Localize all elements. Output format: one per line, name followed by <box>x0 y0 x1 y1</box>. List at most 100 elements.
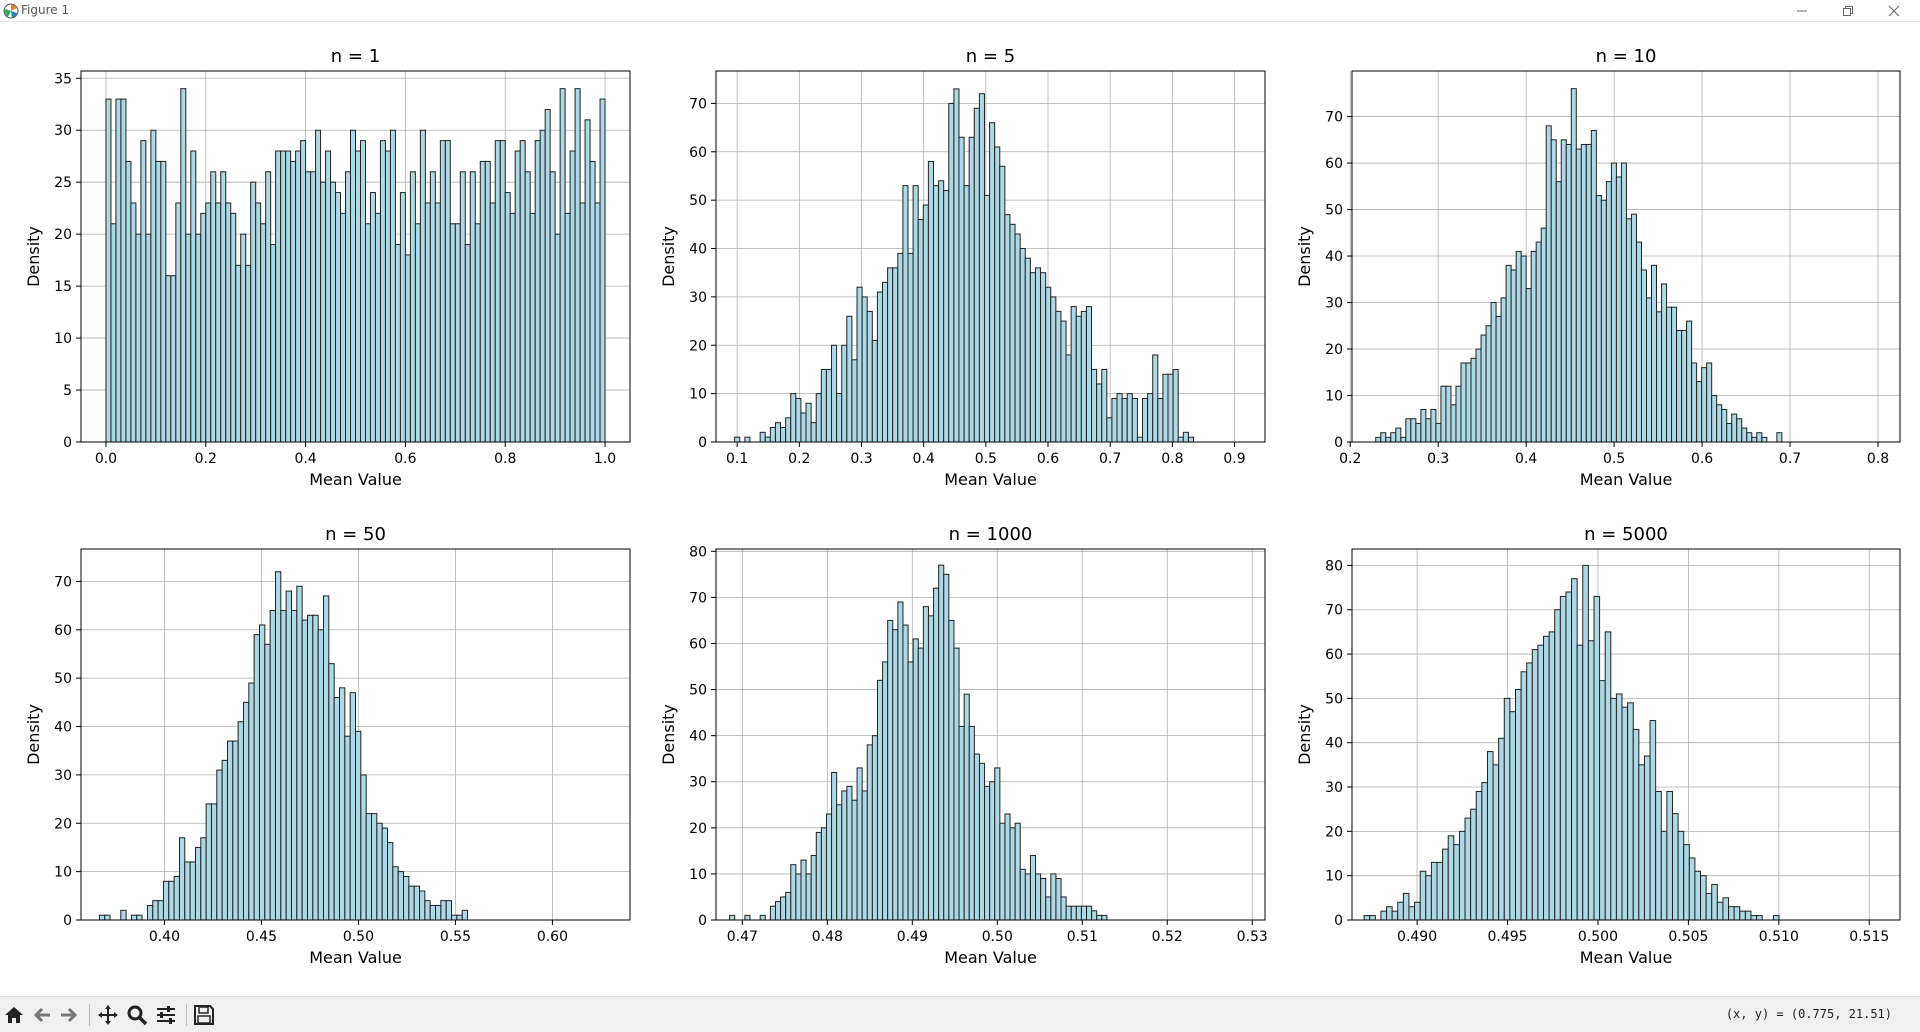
histogram-bar <box>825 813 833 921</box>
histogram-bar <box>1024 873 1031 921</box>
histogram-bar <box>1600 199 1607 443</box>
back-button[interactable] <box>29 1002 55 1028</box>
subplot-title: n = 1000 <box>949 524 1033 545</box>
y-tick-label: 40 <box>689 242 707 258</box>
zoom-button[interactable] <box>124 1002 150 1028</box>
histogram-bar <box>1559 595 1567 921</box>
minimize-button[interactable] <box>1779 0 1825 22</box>
y-tick-label: 60 <box>1325 156 1343 172</box>
y-tick-label: 20 <box>689 338 707 354</box>
histogram-bar <box>155 160 162 443</box>
histogram-bar <box>1560 139 1567 443</box>
save-button[interactable] <box>191 1002 217 1028</box>
histogram-bar <box>1450 404 1457 443</box>
histogram-bar <box>215 202 222 443</box>
y-tick-label: 40 <box>689 729 707 745</box>
histogram-bar <box>744 914 751 921</box>
histogram-bar <box>1397 901 1404 921</box>
histogram-bar <box>892 629 899 921</box>
axes-frame <box>1351 548 1901 921</box>
histogram-bar <box>1593 595 1601 921</box>
histogram-bar <box>376 822 383 921</box>
y-tick-label: 15 <box>54 279 72 295</box>
histogram-bar <box>1085 306 1093 443</box>
histogram-bar <box>1390 432 1397 443</box>
histogram-bar <box>264 643 271 921</box>
histogram-bar <box>317 629 324 921</box>
histogram-bar <box>810 854 817 921</box>
histogram-bar <box>1096 383 1103 443</box>
y-tick-label: 80 <box>689 544 707 560</box>
histogram-bar <box>912 638 919 921</box>
x-tick-label: 1.0 <box>594 451 616 467</box>
histogram-bar <box>301 619 308 921</box>
histogram-bar <box>1726 422 1733 443</box>
histogram-bar <box>831 772 838 921</box>
histogram-bar <box>445 900 453 921</box>
histogram-bar <box>1470 808 1477 921</box>
histogram-bar <box>953 88 960 443</box>
histogram-bar <box>559 88 566 443</box>
histogram-bar <box>1440 385 1447 443</box>
histogram-bar <box>1526 662 1533 921</box>
configure-subplots-button[interactable] <box>153 1002 179 1028</box>
histogram-bar <box>907 252 914 443</box>
pan-button[interactable] <box>95 1002 121 1028</box>
restore-button[interactable] <box>1825 0 1871 22</box>
close-button[interactable] <box>1871 0 1917 22</box>
histogram-bar <box>1510 269 1517 443</box>
x-tick-label: 0.505 <box>1668 929 1708 945</box>
histogram-bar <box>800 859 807 921</box>
histogram-bar <box>1060 320 1067 443</box>
forward-button[interactable] <box>56 1002 82 1028</box>
histogram-bar <box>1167 373 1174 443</box>
histogram-bar <box>584 119 591 443</box>
histogram-bar <box>1514 689 1522 921</box>
histogram-bar <box>225 202 232 443</box>
histogram-bar <box>1605 181 1612 443</box>
histogram-bar <box>759 914 766 921</box>
y-tick-label: 70 <box>1325 603 1343 619</box>
histogram-bar <box>1610 162 1617 443</box>
histogram-bar <box>310 171 317 443</box>
y-tick-label: 60 <box>54 623 72 639</box>
histogram-bar <box>1722 897 1730 921</box>
figure-canvas[interactable]: 0.0 0.2 0.4 0.6 0.8 1.0 0 5 10 15 20 25 30 35 n = 1 Mea… <box>0 22 1920 996</box>
histogram-bar <box>1677 830 1685 921</box>
histogram-bar <box>274 571 282 921</box>
histogram-bar <box>841 790 848 921</box>
histogram-bar <box>1570 88 1577 443</box>
histogram-bar <box>744 436 751 443</box>
histogram-bar <box>932 185 940 443</box>
histogram-bar <box>1587 640 1595 921</box>
histogram-bar <box>345 171 352 443</box>
histogram-bar <box>165 275 172 443</box>
histogram-bar <box>1537 644 1545 921</box>
histogram-bar <box>240 233 247 443</box>
histogram-bar <box>135 233 142 443</box>
histogram-bar <box>887 619 894 921</box>
home-button[interactable] <box>1 1002 27 1028</box>
histogram-bar <box>456 914 463 921</box>
histogram-bar <box>1655 790 1662 921</box>
histogram-bar <box>1625 218 1632 443</box>
histogram-bar <box>1131 397 1138 443</box>
histogram-bar <box>810 422 817 443</box>
y-tick-label: 20 <box>54 227 72 243</box>
histogram-bar <box>897 252 904 443</box>
histogram-bar <box>917 218 924 443</box>
cursor-coordinates: (x, y) = (0.775, 21.51) <box>1725 1007 1892 1021</box>
histogram-bar <box>795 873 802 921</box>
histogram-bar <box>1671 306 1678 443</box>
y-tick-label: 30 <box>54 768 72 784</box>
histogram-bar <box>315 129 322 443</box>
histogram-bar <box>504 192 511 443</box>
histogram-bar <box>866 310 873 443</box>
histogram-bar <box>1610 697 1617 921</box>
histogram-bar <box>1582 564 1589 921</box>
histogram-bar <box>1599 680 1606 921</box>
histogram-bar <box>1649 720 1657 921</box>
histogram-bar <box>384 150 391 443</box>
histogram-bar <box>220 171 227 443</box>
window-titlebar: Figure 1 <box>0 0 1920 22</box>
